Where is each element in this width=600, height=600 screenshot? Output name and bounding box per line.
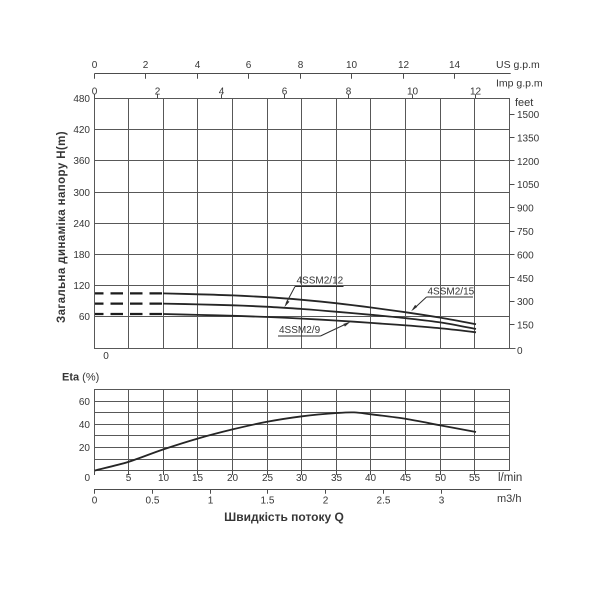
svg-text:0: 0 bbox=[84, 473, 90, 484]
svg-text:30: 30 bbox=[296, 473, 308, 484]
svg-text:1.5: 1.5 bbox=[261, 496, 275, 507]
svg-text:15: 15 bbox=[192, 473, 204, 484]
svg-text:600: 600 bbox=[517, 250, 534, 261]
svg-text:0: 0 bbox=[92, 87, 98, 98]
svg-text:1500: 1500 bbox=[517, 110, 540, 121]
svg-text:12: 12 bbox=[398, 60, 410, 71]
svg-text:20: 20 bbox=[79, 443, 91, 454]
svg-text:10: 10 bbox=[346, 60, 358, 71]
svg-text:360: 360 bbox=[73, 156, 90, 167]
svg-text:1350: 1350 bbox=[517, 133, 540, 144]
svg-text:50: 50 bbox=[435, 473, 447, 484]
svg-text:25: 25 bbox=[262, 473, 274, 484]
svg-text:10: 10 bbox=[158, 473, 170, 484]
svg-text:300: 300 bbox=[517, 297, 534, 308]
svg-text:45: 45 bbox=[400, 473, 412, 484]
svg-text:450: 450 bbox=[517, 274, 534, 285]
svg-text:2.5: 2.5 bbox=[377, 496, 391, 507]
svg-text:0: 0 bbox=[92, 496, 98, 507]
svg-text:2: 2 bbox=[323, 496, 329, 507]
svg-text:35: 35 bbox=[331, 473, 343, 484]
svg-text:8: 8 bbox=[346, 87, 352, 98]
svg-text:4SSM2/15: 4SSM2/15 bbox=[428, 287, 475, 298]
svg-text:Загальна динаміка напору H(m): Загальна динаміка напору H(m) bbox=[56, 131, 68, 323]
svg-text:1200: 1200 bbox=[517, 157, 540, 168]
svg-text:l/min: l/min bbox=[498, 472, 522, 484]
svg-text:2: 2 bbox=[143, 60, 149, 71]
svg-text:4SSM2/9: 4SSM2/9 bbox=[279, 325, 321, 336]
svg-text:3: 3 bbox=[439, 496, 445, 507]
svg-text:900: 900 bbox=[517, 204, 534, 215]
svg-text:0: 0 bbox=[517, 346, 523, 357]
svg-text:6: 6 bbox=[246, 60, 252, 71]
svg-text:0: 0 bbox=[103, 351, 109, 362]
svg-text:1: 1 bbox=[208, 496, 214, 507]
svg-text:feet: feet bbox=[515, 97, 533, 109]
svg-text:2: 2 bbox=[155, 87, 161, 98]
svg-text:6: 6 bbox=[282, 87, 288, 98]
svg-text:60: 60 bbox=[79, 312, 91, 323]
svg-text:480: 480 bbox=[73, 94, 90, 105]
svg-text:8: 8 bbox=[298, 60, 304, 71]
svg-text:1050: 1050 bbox=[517, 180, 540, 191]
svg-text:14: 14 bbox=[449, 60, 461, 71]
svg-text:m3/h: m3/h bbox=[497, 493, 521, 505]
svg-text:10: 10 bbox=[407, 87, 419, 98]
svg-text:240: 240 bbox=[73, 219, 90, 230]
svg-text:20: 20 bbox=[227, 473, 239, 484]
svg-text:0.5: 0.5 bbox=[146, 496, 160, 507]
svg-text:US g.p.m: US g.p.m bbox=[496, 59, 540, 71]
svg-text:5: 5 bbox=[126, 473, 132, 484]
svg-text:750: 750 bbox=[517, 227, 534, 238]
svg-text:120: 120 bbox=[73, 281, 90, 292]
svg-text:Imp g.p.m: Imp g.p.m bbox=[496, 78, 543, 90]
svg-text:4: 4 bbox=[219, 87, 225, 98]
svg-text:40: 40 bbox=[365, 473, 377, 484]
svg-text:12: 12 bbox=[470, 87, 482, 98]
svg-text:Eta (%): Eta (%) bbox=[62, 372, 99, 384]
svg-text:300: 300 bbox=[73, 188, 90, 199]
svg-text:Швидкість потоку Q: Швидкість потоку Q bbox=[224, 510, 344, 524]
svg-text:180: 180 bbox=[73, 250, 90, 261]
svg-text:4: 4 bbox=[195, 60, 201, 71]
svg-text:60: 60 bbox=[79, 397, 91, 408]
svg-text:55: 55 bbox=[469, 473, 481, 484]
svg-text:150: 150 bbox=[517, 321, 534, 332]
svg-text:40: 40 bbox=[79, 420, 91, 431]
svg-text:4SSM2/12: 4SSM2/12 bbox=[297, 276, 344, 287]
svg-text:0: 0 bbox=[92, 60, 98, 71]
svg-text:420: 420 bbox=[73, 125, 90, 136]
